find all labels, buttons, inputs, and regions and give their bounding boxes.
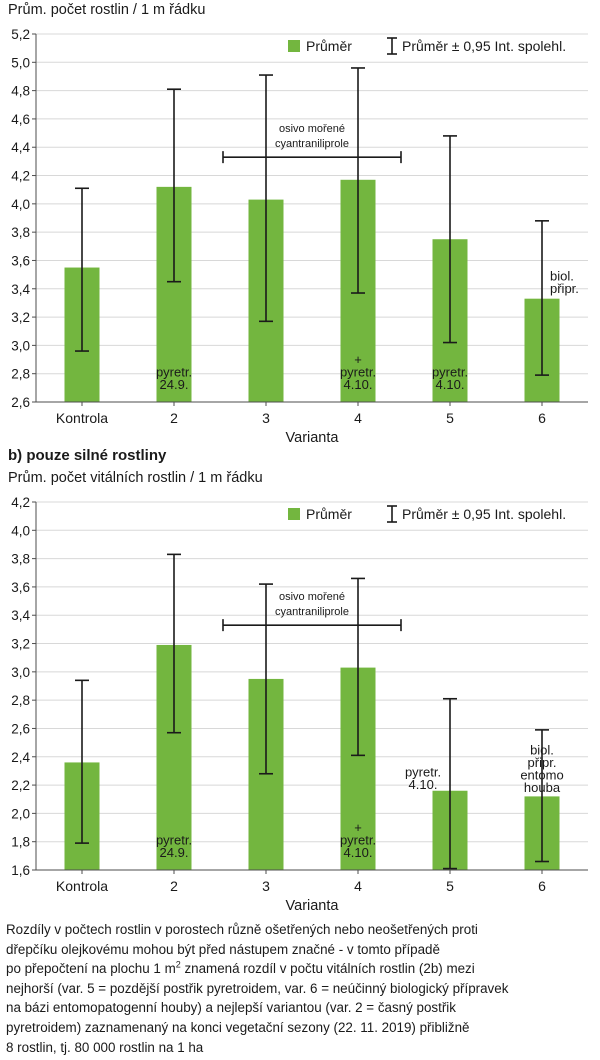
chart-b-ytick-label: 3,4 [11, 608, 30, 623]
chart-a-ytick-label: 3,2 [11, 310, 30, 325]
chart-b-ytick-label: 4,2 [11, 495, 30, 510]
chart-a-ytick-label: 4,2 [11, 169, 30, 184]
chart-b-annotation: pyretr. [405, 765, 441, 780]
chart-a-annotation: biol. [550, 268, 574, 283]
chart-b-ylabel: Prům. počet vitálních rostlin / 1 m řádk… [8, 470, 263, 486]
chart-a-xtick-label: 4 [354, 410, 362, 426]
chart-a-annotation: 4.10. [344, 377, 373, 392]
chart-a-annotation: + [354, 352, 362, 367]
chart-b-title: b) pouze silné rostliny [8, 447, 167, 464]
chart-b-annotation: entomo [520, 768, 563, 783]
chart-b-bracket-label: osivo mořené [279, 591, 345, 603]
caption-line: po přepočtení na plochu 1 m2 znamená roz… [6, 959, 475, 977]
chart-a-xtick-label: 6 [538, 410, 546, 426]
chart-b-ytick-label: 3,0 [11, 665, 30, 680]
chart-b-annotation: biol. [530, 743, 554, 758]
chart-b-xtick-label: 2 [170, 878, 178, 894]
chart-a-xtick-label: Kontrola [56, 410, 108, 426]
chart-a-legend-label-mean: Průměr [306, 38, 352, 54]
chart-b-ytick-label: 2,2 [11, 778, 30, 793]
chart-a-annotation: pyretr. [432, 365, 468, 380]
chart-a-annotation: 4.10. [436, 377, 465, 392]
chart-b-annotation: houba [524, 780, 561, 795]
chart-b-annotation: 24.9. [160, 845, 189, 860]
chart-a-ytick-label: 4,8 [11, 84, 30, 99]
chart-b-annotation: + [354, 820, 362, 835]
caption-line: nejhorší (var. 5 = pozdější postřik pyre… [6, 980, 509, 996]
chart-a-bracket-label: cyantraniliprole [275, 138, 349, 150]
chart-b-ytick-label: 4,0 [11, 523, 30, 538]
chart-a-ytick-label: 2,8 [11, 367, 30, 382]
chart-a-legend-swatch-mean [288, 40, 300, 52]
caption-line: na bázi entomopatogenní houby) a nejlepš… [6, 1000, 456, 1016]
chart-a-ytick-label: 5,2 [11, 27, 30, 42]
chart-b-annotation: 4.10. [409, 777, 438, 792]
chart-b-ytick-label: 2,8 [11, 693, 30, 708]
caption-line: dřepčíku olejkovému mohou být před nástu… [6, 941, 440, 957]
chart-b-annotation: pyretr. [340, 833, 376, 848]
chart-a-xtick-label: 2 [170, 410, 178, 426]
chart-b-xtick-label: 4 [354, 878, 362, 894]
chart-a-xtick-label: 5 [446, 410, 454, 426]
caption-line: Rozdíly v počtech rostlin v porostech rů… [6, 922, 478, 937]
caption-line: pyretroidem) zaznamenaný na konci vegeta… [6, 1019, 470, 1035]
chart-a-ytick-label: 3,0 [11, 338, 30, 353]
caption-line: 8 rostlin, tj. 80 000 rostlin na 1 ha [6, 1039, 204, 1055]
chart-a-annotation: připr. [550, 281, 579, 296]
chart-a-ytick-label: 4,0 [11, 197, 30, 212]
chart-a-annotation: pyretr. [156, 365, 192, 380]
chart-a-ytick-label: 3,8 [11, 225, 30, 240]
chart-a-bracket-label: osivo mořené [279, 123, 345, 135]
chart-b-xtick-label: Kontrola [56, 878, 108, 894]
chart-b: 1,6 1,8 2,0 2,2 2,4 2,6 2,8 3,0 3,2 3,4 3,6 3,8 4,0 4… [11, 495, 588, 914]
chart-b-ytick-label: 3,2 [11, 637, 30, 652]
chart-a-ylabel: Prům. počet rostlin / 1 m řádku [8, 2, 206, 18]
chart-b-annotation: připr. [528, 755, 557, 770]
chart-b-ytick-label: 2,0 [11, 806, 30, 821]
chart-a-ytick-label: 2,6 [11, 395, 30, 410]
chart-a-legend-label-ci: Průměr ± 0,95 Int. spolehl. [402, 38, 566, 54]
chart-b-legend-label-mean: Průměr [306, 506, 352, 522]
chart-b-ytick-label: 1,6 [11, 863, 30, 878]
chart-a-xtick-label: 3 [262, 410, 270, 426]
chart-b-ytick-label: 2,4 [11, 750, 30, 765]
chart-b-xtick-label: 5 [446, 878, 454, 894]
figure-caption: Rozdíly v počtech rostlin v porostech rů… [6, 920, 596, 1057]
chart-b-xtick-label: 6 [538, 878, 546, 894]
chart-b-ytick-label: 2,6 [11, 721, 30, 736]
chart-a-annotation: 24.9. [160, 377, 189, 392]
chart-b-xlabel: Varianta [286, 898, 340, 914]
chart-b-legend-label-ci: Průměr ± 0,95 Int. spolehl. [402, 506, 566, 522]
chart-a-ytick-label: 3,4 [11, 282, 30, 297]
chart-a-ytick-label: 3,6 [11, 253, 30, 268]
chart-b-ytick-label: 1,8 [11, 835, 30, 850]
chart-b-annotation: pyretr. [156, 833, 192, 848]
chart-b-ytick-label: 3,6 [11, 580, 30, 595]
chart-b-xtick-label: 3 [262, 878, 270, 894]
chart-a: 2,6 2,8 3,0 3,2 3,4 3,6 3,8 4,0 4,2 4,4 4,6 4,8 5,0 5… [11, 27, 588, 446]
chart-a-ytick-label: 4,4 [11, 140, 30, 155]
chart-b-bracket-label: cyantraniliprole [275, 606, 349, 618]
chart-a-ytick-label: 5,0 [11, 55, 30, 70]
chart-b-legend-swatch-mean [288, 508, 300, 520]
chart-b-ytick-label: 3,8 [11, 552, 30, 567]
chart-b-annotation: 4.10. [344, 845, 373, 860]
chart-a-ytick-label: 4,6 [11, 112, 30, 127]
chart-a-xlabel: Varianta [286, 430, 340, 446]
chart-a-annotation: pyretr. [340, 365, 376, 380]
